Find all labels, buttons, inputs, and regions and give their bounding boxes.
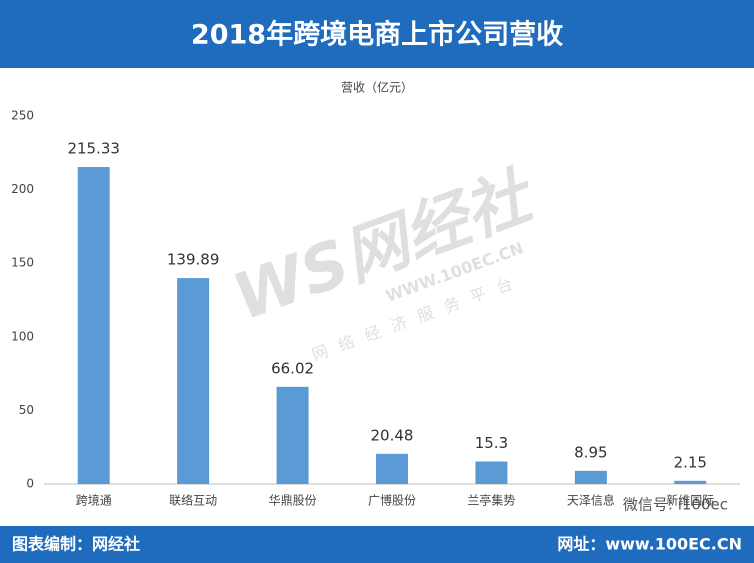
x-tick-label: 天泽信息 [567,493,615,508]
y-tick-label: 250 [11,109,34,123]
data-label: 66.02 [271,359,314,377]
y-tick-label: 0 [26,477,34,491]
data-label: 8.95 [574,443,607,461]
chart-title: 2018年跨境电商上市公司营收 [191,19,563,51]
data-label: 2.15 [674,453,707,471]
x-tick-label: 新维国际 [666,493,714,508]
header-band [0,0,754,68]
bar [376,453,408,484]
y-tick-label: 100 [11,329,34,343]
data-label: 15.3 [475,434,508,452]
x-tick-label: 跨境通 [76,493,112,508]
bar [177,278,210,484]
bar [574,470,607,484]
bar [475,461,508,484]
x-tick-label: 华鼎股份 [269,494,317,508]
data-label: 20.48 [371,426,414,444]
bar [674,480,707,484]
x-tick-label: 广博股份 [368,493,416,508]
data-label: 139.89 [167,251,220,269]
y-tick-label: 150 [11,256,34,270]
x-tick-label: 兰亭集势 [467,493,515,508]
y-tick-label: 50 [19,403,34,417]
bar [276,386,309,484]
x-tick-label: 联络互动 [169,493,217,508]
y-tick-label: 200 [11,182,34,196]
footer-left: 图表编制：网经社 [12,535,140,554]
data-label: 215.33 [67,140,120,158]
footer-right: 网址：www.100EC.CN [557,535,742,554]
wechat-id: 微信号: i100ec [623,496,728,514]
chart-subtitle: 营收（亿元） [341,80,413,95]
footer-band [0,526,754,563]
bar [77,167,110,484]
